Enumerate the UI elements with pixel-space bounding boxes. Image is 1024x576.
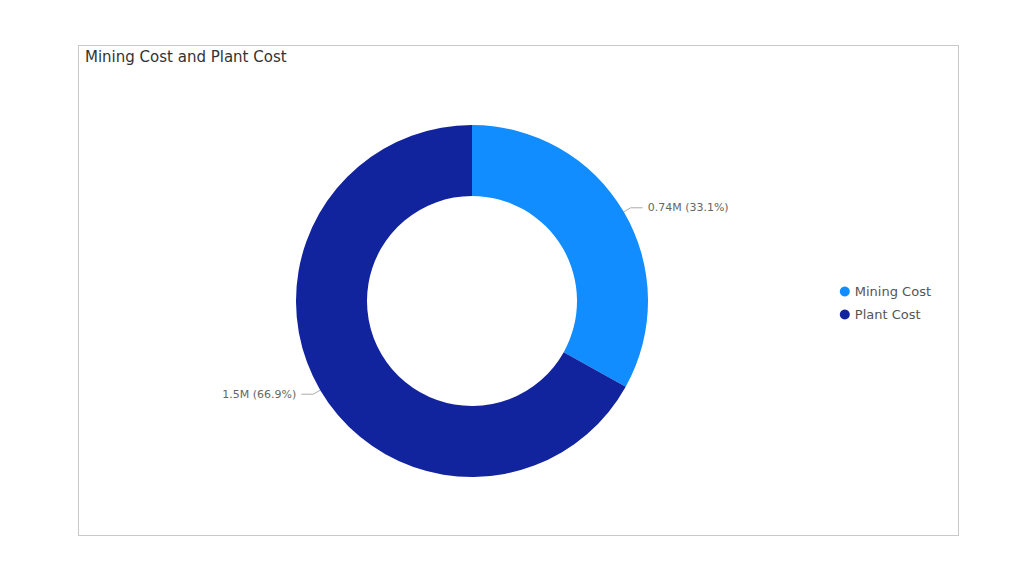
- svg-text:Plant Cost: Plant Cost: [855, 307, 921, 322]
- svg-text:0.74M (33.1%): 0.74M (33.1%): [648, 201, 729, 214]
- svg-text:1.5M (66.9%): 1.5M (66.9%): [222, 388, 296, 401]
- svg-text:Mining Cost: Mining Cost: [855, 284, 931, 299]
- svg-text:Mining Cost and Plant Cost: Mining Cost and Plant Cost: [85, 48, 287, 66]
